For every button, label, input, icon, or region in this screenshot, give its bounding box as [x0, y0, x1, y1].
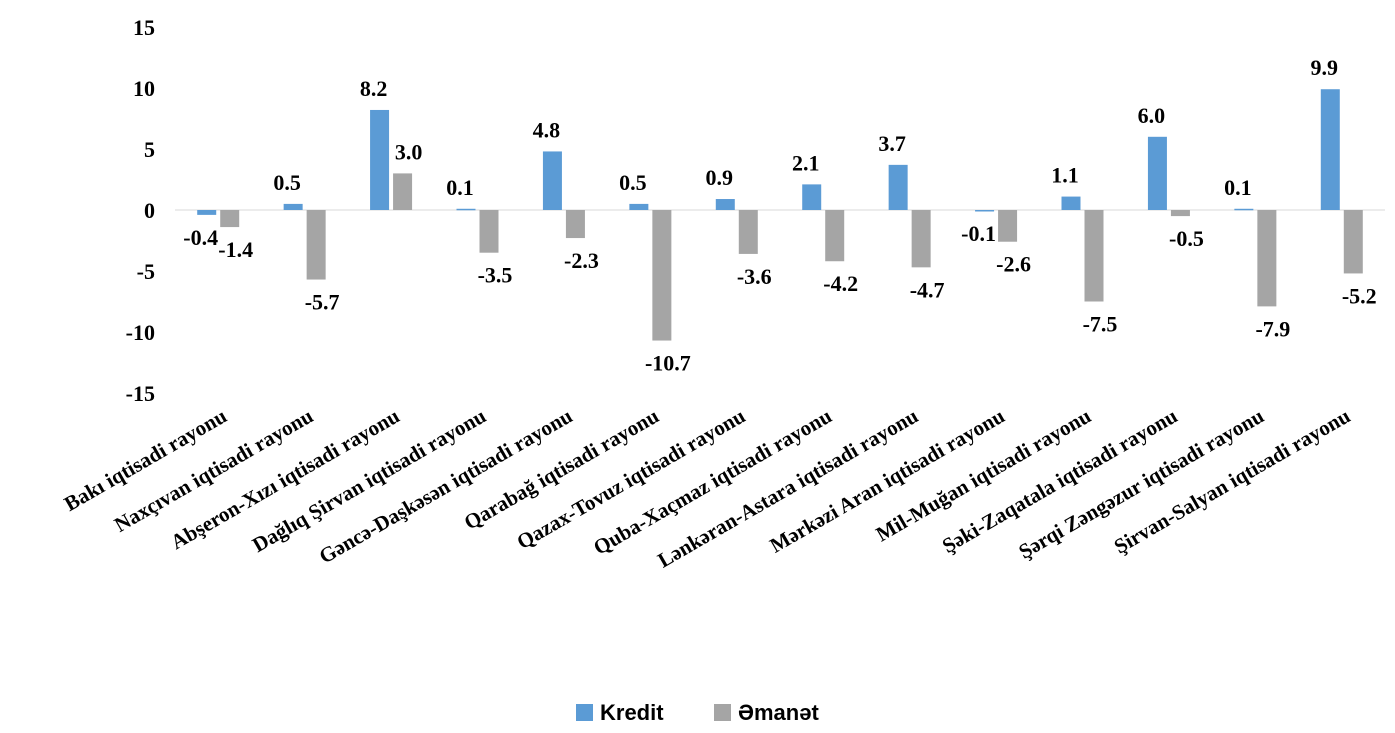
data-label: -10.7 [645, 351, 691, 376]
bar-kredit [1061, 196, 1081, 210]
data-label: 6.0 [1138, 103, 1166, 128]
bar-kredit [975, 210, 995, 212]
bar-kredit [456, 208, 476, 211]
data-label: -0.4 [183, 225, 218, 250]
data-label: -4.7 [910, 277, 945, 302]
legend-swatch-kredit [576, 704, 593, 721]
data-label: 1.1 [1051, 163, 1079, 188]
bar-kredit [715, 199, 735, 210]
bar-emanet [565, 210, 585, 239]
data-label: 3.7 [878, 131, 906, 156]
bar-emanet [911, 210, 931, 268]
data-label: 0.1 [1224, 175, 1252, 200]
bar-emanet [1343, 210, 1363, 274]
data-label: -5.7 [305, 290, 340, 315]
data-label: 0.1 [446, 175, 474, 200]
legend-label: Kredit [600, 700, 664, 725]
data-label: 0.5 [619, 170, 647, 195]
bar-kredit [629, 203, 649, 210]
bar-emanet [998, 210, 1018, 242]
data-label: 3.0 [395, 139, 423, 164]
data-label: -7.9 [1255, 316, 1290, 341]
bar-emanet [306, 210, 326, 280]
data-label: -3.6 [737, 264, 772, 289]
legend-swatch-emanet [714, 704, 731, 721]
bar-emanet [220, 210, 240, 228]
bar-kredit [283, 203, 303, 210]
y-tick-label: 15 [133, 15, 155, 40]
bar-kredit [542, 151, 562, 210]
data-label: -2.3 [564, 248, 599, 273]
data-label: 8.2 [360, 76, 388, 101]
data-label: 2.1 [792, 150, 820, 175]
data-label: 0.9 [706, 165, 734, 190]
bar-emanet [738, 210, 758, 254]
bar-kredit [370, 109, 390, 210]
data-label: -3.5 [478, 263, 513, 288]
data-label: 4.8 [533, 117, 561, 142]
data-label: -2.6 [996, 252, 1031, 277]
bar-emanet [825, 210, 845, 262]
bar-emanet [479, 210, 499, 253]
data-label: -0.5 [1169, 226, 1204, 251]
bar-emanet [1084, 210, 1104, 302]
bar-emanet [652, 210, 672, 341]
bar-emanet [1257, 210, 1277, 307]
legend-label: Əmanət [738, 700, 819, 725]
y-tick-label: 5 [144, 137, 155, 162]
bar-emanet [1170, 210, 1190, 217]
y-tick-label: 0 [144, 198, 155, 223]
data-label: -7.5 [1083, 312, 1118, 337]
y-tick-label: -5 [137, 259, 155, 284]
data-label: 0.5 [273, 170, 301, 195]
bar-kredit [1234, 208, 1254, 211]
data-label: -4.2 [823, 271, 858, 296]
bar-emanet [393, 173, 413, 210]
bar-kredit [1147, 136, 1167, 210]
y-tick-label: 10 [133, 76, 155, 101]
data-label: -1.4 [218, 237, 253, 262]
bar-kredit [197, 210, 217, 215]
bar-kredit [888, 164, 908, 210]
data-label: -5.2 [1342, 283, 1377, 308]
y-tick-label: -10 [126, 320, 155, 345]
data-label: -0.1 [961, 221, 996, 246]
y-tick-label: -15 [126, 381, 155, 406]
bar-kredit [802, 184, 822, 210]
data-label: 9.9 [1311, 55, 1339, 80]
bar-kredit [1320, 89, 1340, 210]
